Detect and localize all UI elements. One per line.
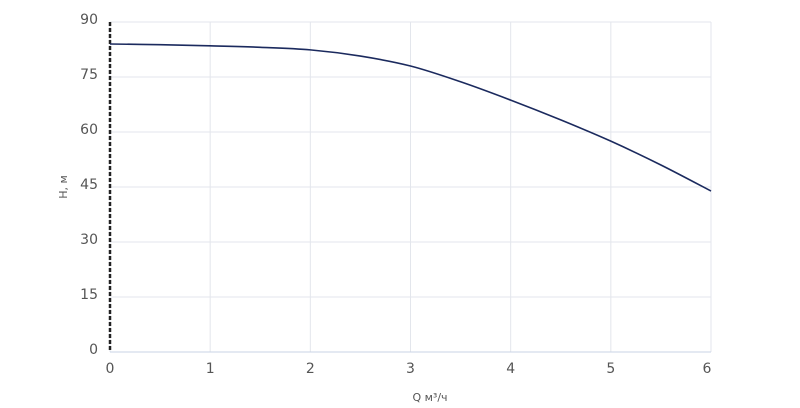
curve — [109, 43, 712, 192]
x-tick-label: 1 — [206, 361, 215, 377]
y-tick-label: 60 — [80, 122, 98, 138]
y-tick-label: 30 — [80, 232, 98, 248]
y-axis-label: H, м — [57, 175, 70, 199]
y-tick-label: 45 — [80, 177, 98, 193]
y-tick-label: 75 — [80, 67, 98, 83]
y-tick-label: 90 — [80, 12, 98, 28]
x-tick-label: 6 — [703, 361, 712, 377]
x-axis-label: Q м³/ч — [412, 391, 447, 404]
y-tick-label: 0 — [89, 342, 98, 358]
x-tick-label: 5 — [606, 361, 615, 377]
x-tick-label: 0 — [106, 361, 115, 377]
x-tick-label: 4 — [506, 361, 515, 377]
x-tick-label: 3 — [406, 361, 415, 377]
y-tick-label: 15 — [80, 287, 98, 303]
x-tick-label: 2 — [306, 361, 315, 377]
